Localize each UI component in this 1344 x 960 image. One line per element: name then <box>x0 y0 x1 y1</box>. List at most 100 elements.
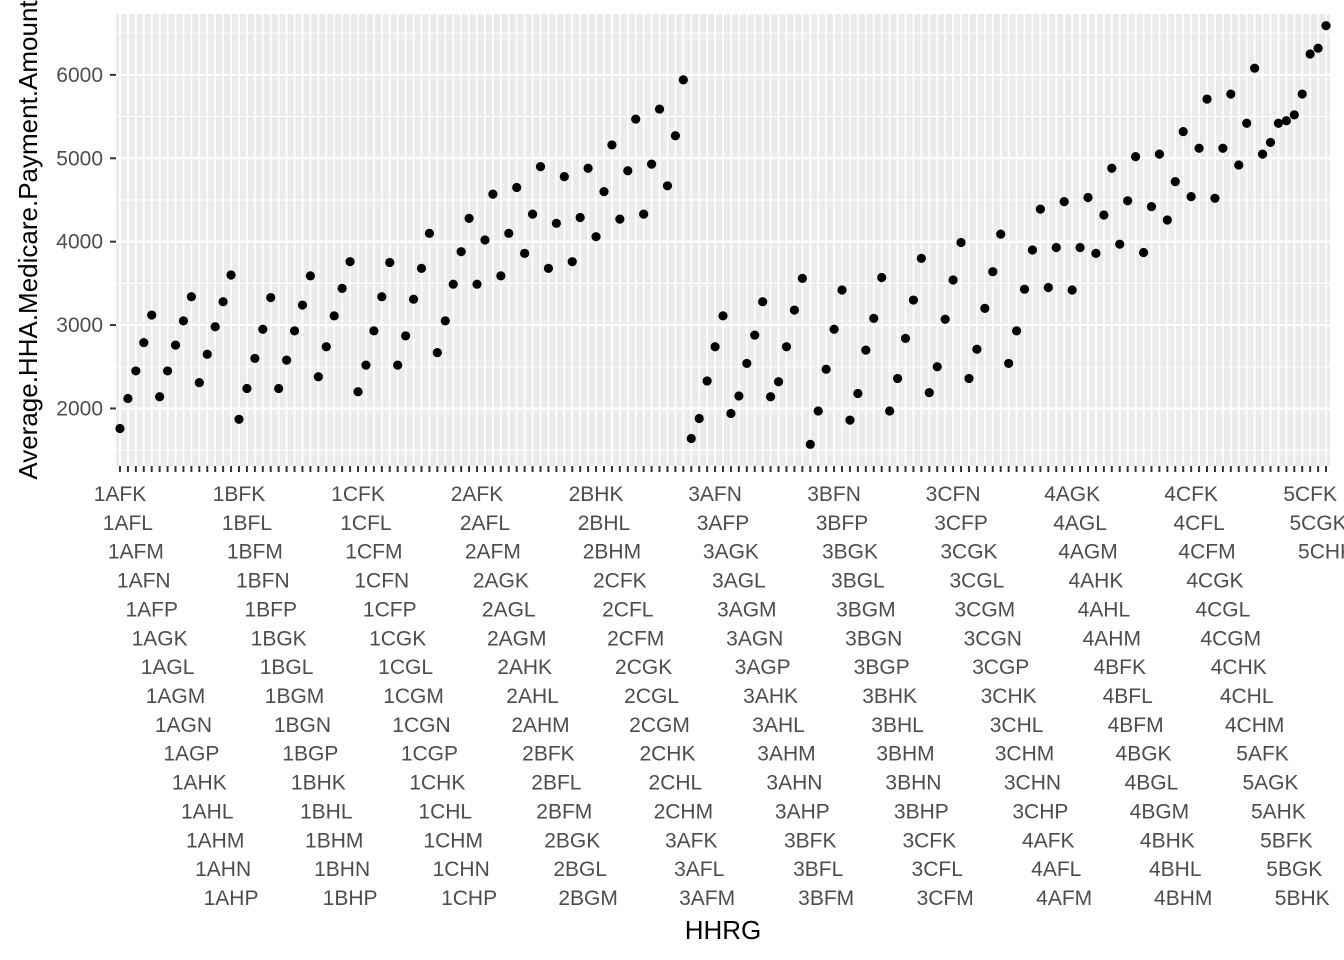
data-point <box>456 247 466 257</box>
x-tick-label: 4BGL <box>1125 772 1179 795</box>
x-tick-label: 5AGK <box>1242 772 1298 795</box>
data-point <box>1027 245 1038 255</box>
x-tick-label: 5BHK <box>1275 887 1330 910</box>
data-point <box>1281 116 1291 126</box>
x-tick-label: 3AFM <box>679 887 735 910</box>
data-point <box>750 330 760 340</box>
data-point <box>218 297 228 307</box>
x-tick-label: 3CHM <box>995 743 1055 766</box>
x-tick-label: 3CFP <box>934 512 988 535</box>
data-point <box>773 377 784 387</box>
data-point <box>1019 284 1030 294</box>
data-point <box>464 213 474 223</box>
x-tick-label: 1CHP <box>441 887 497 910</box>
data-point <box>988 267 998 277</box>
x-tick-label: 4AGK <box>1044 483 1100 506</box>
data-point <box>337 283 347 293</box>
x-tick-label: 1CGK <box>369 627 426 650</box>
data-point <box>932 362 942 372</box>
data-point <box>1146 202 1157 212</box>
x-tick-label: 1CFP <box>363 598 417 621</box>
data-point <box>131 366 141 376</box>
data-point <box>1178 126 1188 137</box>
x-tick-label: 2AHK <box>497 656 552 679</box>
data-point <box>1321 21 1331 31</box>
data-point <box>631 114 641 124</box>
x-tick-label: 3BHN <box>885 772 941 795</box>
x-tick-label: 4CFL <box>1173 512 1224 535</box>
x-tick-label: 1CHM <box>423 829 483 852</box>
x-tick-label: 1BHK <box>291 772 346 795</box>
data-point <box>956 237 966 248</box>
x-tick-label: 4BFL <box>1103 685 1153 708</box>
data-points <box>115 21 1331 449</box>
x-tick-label: 3CGP <box>972 656 1029 679</box>
x-tick-label: 1CFK <box>331 483 385 506</box>
x-tick-label: 1AFK <box>94 483 147 506</box>
data-point <box>591 232 601 242</box>
x-tick-label: 2BHL <box>578 512 631 535</box>
x-tick-label: 2BHM <box>583 541 641 564</box>
x-tick-label: 3AGL <box>712 570 766 593</box>
data-point <box>1305 49 1315 59</box>
x-tick-label: 4BFM <box>1108 714 1164 737</box>
x-tick-label: 2AGK <box>473 570 529 593</box>
x-tick-label: 1CFN <box>354 570 409 593</box>
x-tick-label: 4CGK <box>1186 570 1243 593</box>
data-point <box>1059 197 1069 207</box>
data-point <box>115 423 125 434</box>
data-point <box>202 349 212 359</box>
x-tick-label: 3CFK <box>902 829 956 852</box>
x-tick-label: 3AFK <box>665 829 718 852</box>
data-point <box>726 408 736 419</box>
data-point <box>742 358 752 369</box>
data-point <box>258 324 268 334</box>
x-tick-label: 3AGN <box>726 627 783 650</box>
x-tick-label: 4BHK <box>1140 829 1195 852</box>
data-point <box>345 257 355 267</box>
x-tick-label: 3CHP <box>1012 800 1068 823</box>
data-point <box>654 104 665 114</box>
x-tick-label: 3AGP <box>735 656 791 679</box>
data-point <box>178 316 189 326</box>
data-point <box>274 383 284 394</box>
x-tick-label: 3CGN <box>964 627 1022 650</box>
y-axis-tick-labels: 2000 3000 4000 5000 6000 <box>56 64 103 421</box>
data-point <box>1099 210 1109 220</box>
data-point <box>797 273 807 283</box>
data-point <box>758 297 768 307</box>
x-tick-label: 3BGL <box>831 570 885 593</box>
y-axis-ticks <box>110 73 116 410</box>
x-tick-label: 3AGK <box>703 541 759 564</box>
data-point <box>662 181 673 191</box>
data-point <box>916 253 926 263</box>
x-tick-label: 1AFL <box>103 512 153 535</box>
data-point <box>1257 149 1268 159</box>
data-point <box>266 292 276 303</box>
data-point <box>1234 160 1244 170</box>
x-tick-label: 3AHL <box>752 714 805 737</box>
data-point <box>821 364 831 374</box>
x-tick-label: 1AHM <box>186 829 244 852</box>
x-tick-label: 5CFK <box>1283 483 1337 506</box>
x-tick-label: 3CGK <box>940 541 997 564</box>
x-tick-label: 3AHP <box>775 800 830 823</box>
x-tick-label: 1CHK <box>409 772 465 795</box>
x-tick-label: 1BFM <box>227 541 283 564</box>
x-tick-label: 3AFL <box>674 858 724 881</box>
x-tick-label: 4AFK <box>1022 829 1075 852</box>
data-point <box>1043 282 1053 293</box>
data-point <box>353 387 363 397</box>
data-point <box>837 285 847 295</box>
data-point <box>1067 285 1077 295</box>
x-tick-label: 3BGN <box>845 627 902 650</box>
data-point <box>996 229 1006 239</box>
x-tick-label: 5BGK <box>1266 858 1322 881</box>
x-tick-label: 3BGM <box>836 598 896 621</box>
x-tick-label: 1CFL <box>340 512 391 535</box>
data-point <box>964 373 974 384</box>
x-tick-label: 4AFM <box>1036 887 1092 910</box>
data-point <box>210 322 220 332</box>
data-point <box>242 383 252 394</box>
